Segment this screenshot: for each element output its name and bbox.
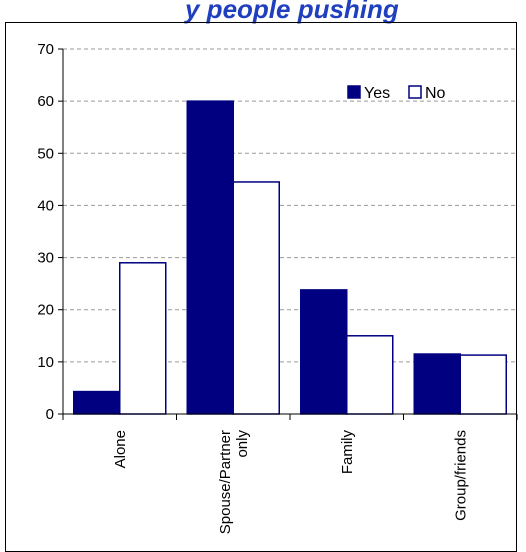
legend-label-yes: Yes — [364, 85, 390, 102]
legend-swatch-yes — [347, 85, 361, 99]
bar-no-0 — [119, 262, 167, 415]
x-label-3: Group/friends — [452, 430, 469, 521]
y-tick-label: 40 — [37, 197, 54, 214]
chart-title-text: y people pushing — [185, 0, 399, 24]
x-tick-label: Alone — [112, 430, 129, 468]
bars — [73, 100, 507, 415]
x-tick-label: Spouse/Partner — [217, 430, 234, 534]
y-tick-label: 50 — [37, 145, 54, 162]
y-tick-label: 70 — [37, 41, 54, 58]
x-tick-label: Family — [339, 430, 356, 475]
bar-yes-0 — [73, 390, 121, 415]
chart-title: y people pushing — [0, 0, 526, 28]
bar-yes-3 — [413, 353, 461, 415]
x-tick-label: only — [234, 430, 251, 458]
x-tick-label: Group/friends — [452, 430, 469, 521]
x-label-1: Spouse/Partner only — [217, 430, 251, 535]
legend-swatch-no — [408, 85, 422, 99]
bar-yes-1 — [186, 100, 234, 415]
x-label-0: Alone — [112, 430, 129, 468]
bar-no-1 — [232, 181, 280, 415]
gridlines — [63, 48, 517, 363]
y-tick-label: 20 — [37, 302, 54, 319]
bar-no-3 — [459, 354, 507, 415]
y-tick-label: 10 — [37, 354, 54, 371]
bar-yes-2 — [300, 289, 348, 415]
x-label-2: Family — [339, 430, 356, 475]
y-tick-label: 60 — [37, 93, 54, 110]
y-tick-label: 30 — [37, 250, 54, 267]
axes — [62, 49, 518, 420]
x-axis-labels: Alone Spouse/Partner only Family Group/frien… — [112, 430, 470, 535]
legend: Yes No — [347, 85, 446, 102]
y-tick-label: 0 — [46, 406, 54, 423]
legend-label-no: No — [425, 85, 446, 102]
bar-no-2 — [346, 335, 394, 415]
y-axis-ticks: 0 10 20 30 40 50 60 70 — [37, 41, 63, 423]
